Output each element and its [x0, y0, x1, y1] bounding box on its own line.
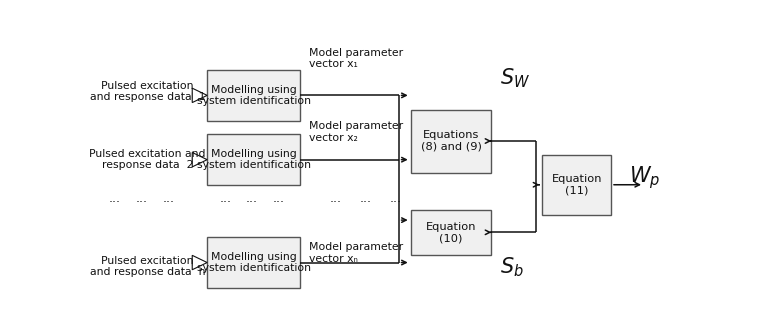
Bar — [207, 70, 300, 121]
Polygon shape — [192, 255, 207, 270]
Text: ...: ... — [273, 192, 285, 205]
Text: $\mathit{S}_W$: $\mathit{S}_W$ — [500, 67, 530, 91]
Text: ...: ... — [246, 192, 258, 205]
Text: Modelling using
system identification: Modelling using system identification — [197, 252, 310, 273]
Polygon shape — [192, 93, 198, 98]
Polygon shape — [192, 157, 198, 163]
Polygon shape — [192, 88, 207, 103]
Text: ...: ... — [135, 192, 147, 205]
Text: $\mathit{S}_b$: $\mathit{S}_b$ — [500, 256, 524, 280]
Text: ...: ... — [360, 192, 372, 205]
Text: $\mathit{W}_p$: $\mathit{W}_p$ — [629, 164, 660, 191]
Text: Model parameter
vector x₁: Model parameter vector x₁ — [309, 48, 403, 69]
Bar — [207, 134, 300, 185]
Text: Modelling using
system identification: Modelling using system identification — [197, 149, 310, 170]
Text: ...: ... — [330, 192, 342, 205]
Text: ...: ... — [390, 192, 401, 205]
Text: Model parameter
vector x₂: Model parameter vector x₂ — [309, 121, 403, 143]
Bar — [411, 210, 492, 255]
Text: Equations
(8) and (9): Equations (8) and (9) — [421, 130, 482, 152]
Text: Equation
(11): Equation (11) — [551, 174, 602, 195]
Text: Model parameter
vector xₙ: Model parameter vector xₙ — [309, 242, 403, 264]
Text: Modelling using
system identification: Modelling using system identification — [197, 85, 310, 106]
Polygon shape — [192, 152, 207, 167]
Text: ...: ... — [108, 192, 120, 205]
Bar — [411, 110, 492, 173]
Text: Pulsed excitation
and response data  n: Pulsed excitation and response data n — [90, 256, 205, 277]
Text: Equation
(10): Equation (10) — [425, 221, 476, 243]
Text: Pulsed excitation and
response data  2: Pulsed excitation and response data 2 — [89, 149, 205, 170]
Bar — [542, 155, 611, 215]
Text: ...: ... — [162, 192, 174, 205]
Bar — [207, 237, 300, 288]
Polygon shape — [192, 260, 198, 266]
Text: Pulsed excitation
and response data  1: Pulsed excitation and response data 1 — [90, 81, 205, 102]
Text: ...: ... — [219, 192, 231, 205]
